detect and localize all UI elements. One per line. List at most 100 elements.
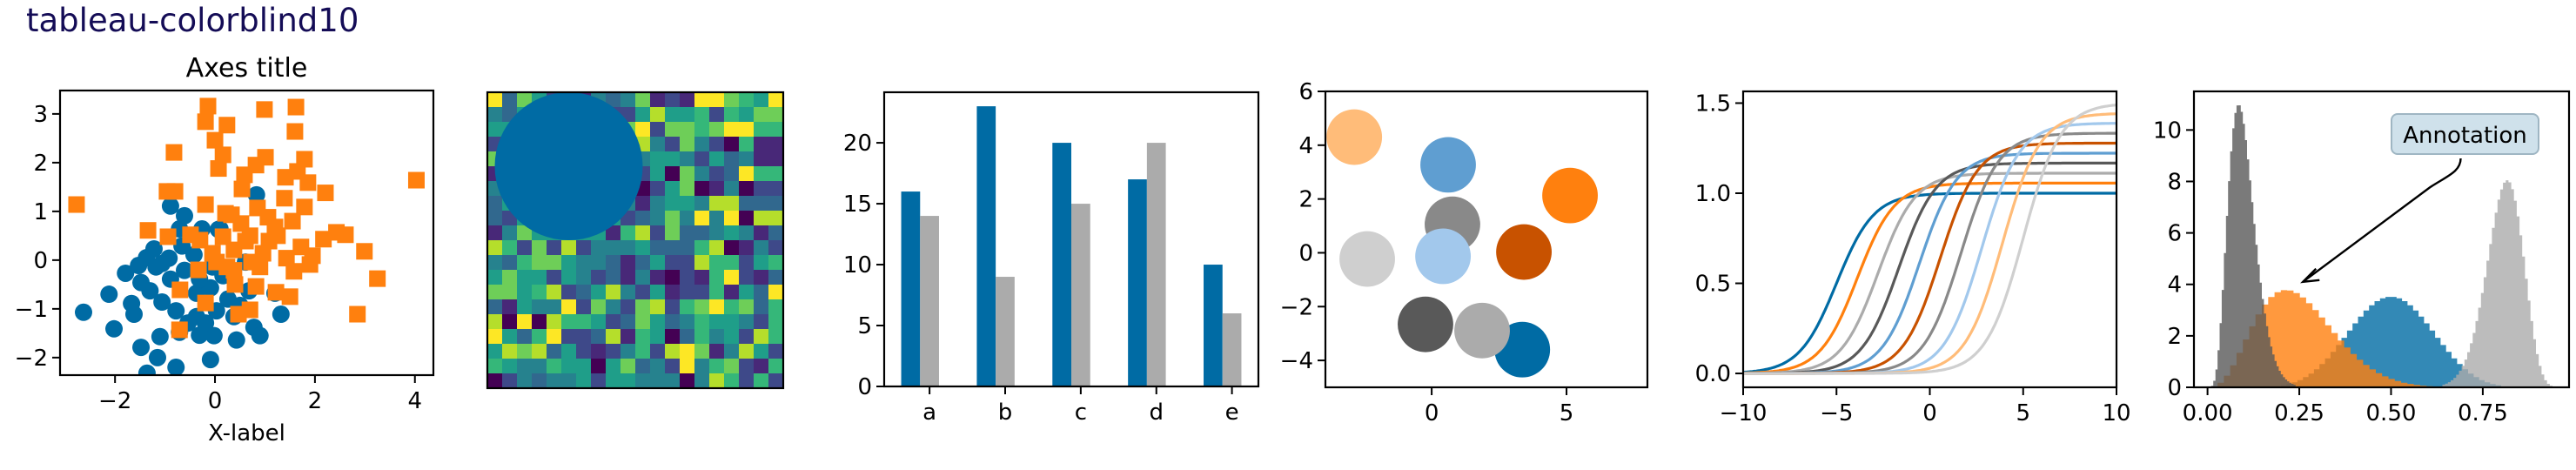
heatmap-cell — [547, 373, 562, 388]
heatmap-cell — [635, 240, 651, 256]
scatter-point-circle — [100, 285, 118, 304]
heatmap-cell — [502, 92, 518, 108]
heatmap-cell — [487, 270, 503, 285]
heatmap-cell — [621, 329, 636, 345]
heatmap-cell — [754, 107, 769, 123]
heatmap-cell — [754, 122, 769, 138]
y-tick-label: −2 — [15, 346, 48, 372]
heatmap-cell — [680, 225, 695, 241]
heatmap-cell — [561, 240, 577, 256]
x-tick-label: 0.00 — [2183, 400, 2233, 426]
heatmap-cell — [709, 166, 725, 182]
heatmap-cell — [650, 270, 666, 285]
heatmap-cell — [709, 270, 725, 285]
heatmap-cell — [739, 240, 755, 256]
heatmap-cell — [724, 211, 740, 226]
heatmap-cell — [650, 137, 666, 152]
heatmap-cell — [650, 107, 666, 123]
heatmap-cell — [665, 166, 681, 182]
heatmap-cell — [754, 270, 769, 285]
heatmap-cell — [606, 240, 621, 256]
heatmap-cell — [739, 255, 755, 271]
heatmap-cell — [650, 314, 666, 330]
heatmap-cell — [694, 92, 710, 108]
heatmap-cell — [739, 137, 755, 152]
heatmap-cell — [621, 344, 636, 359]
heatmap-cell — [739, 166, 755, 182]
heatmap-cell — [576, 255, 592, 271]
heatmap-cell — [650, 92, 666, 108]
x-tick-label: 0 — [1425, 400, 1439, 426]
scatter-point-circle — [184, 245, 203, 264]
axes-title: Axes title — [186, 53, 308, 84]
heatmap-cell — [517, 270, 533, 285]
heatmap-cell — [517, 344, 533, 359]
heatmap-cell — [606, 329, 621, 345]
heatmap-cell — [739, 92, 755, 108]
heatmap-cell — [532, 285, 547, 300]
sigmoid-lines-axes: −10 −5 0 5 10 0.0 0.5 1.0 1.5 — [1695, 90, 2131, 426]
scatter-point-circle — [151, 327, 169, 346]
bar — [1222, 313, 1242, 386]
heatmap-cell — [635, 344, 651, 359]
scatter-point-square — [407, 171, 425, 189]
heatmap-cell — [517, 225, 533, 241]
heatmap-cell — [517, 92, 533, 108]
heatmap-cell — [739, 344, 755, 359]
heatmap-cell — [487, 122, 503, 138]
axes-frame — [1324, 90, 1649, 389]
heatmap-cell — [517, 285, 533, 300]
heatmap-cell — [606, 373, 621, 388]
heatmap-cell — [561, 299, 577, 315]
y-tick-label: 0.0 — [1695, 361, 1731, 387]
heatmap-cell — [665, 107, 681, 123]
heatmap-cell — [487, 285, 503, 300]
bar — [901, 191, 921, 386]
x-tick-label: b — [998, 400, 1013, 426]
scatter-point-circle — [147, 258, 165, 276]
scatter-point-square — [284, 212, 301, 230]
y-tick-label: 10 — [843, 252, 872, 279]
heatmap-cell — [709, 211, 725, 226]
scatter-point-square — [285, 263, 303, 280]
heatmap-cell — [724, 285, 740, 300]
y-tick-label: 2 — [33, 151, 48, 177]
scatter-point-circle — [124, 306, 143, 324]
scatter-point-square — [214, 146, 231, 164]
heatmap-cell — [487, 329, 503, 345]
bar — [1071, 204, 1090, 386]
heatmap-cell — [754, 329, 769, 345]
heatmap-cell — [561, 285, 577, 300]
heatmap-cell — [724, 373, 740, 388]
heatmap-cell — [724, 166, 740, 182]
heatmap-cell — [754, 196, 769, 212]
heatmap-cell — [724, 255, 740, 271]
scatter-point-square — [369, 270, 386, 287]
heatmap-cell — [665, 373, 681, 388]
heatmap-cell — [680, 359, 695, 374]
heatmap-cell — [487, 211, 503, 226]
data-circle — [1542, 167, 1598, 224]
y-tick-label: −2 — [1280, 294, 1313, 320]
scatter-point-square — [225, 262, 243, 279]
scatter-point-circle — [138, 364, 156, 375]
scatter-point-square — [278, 250, 295, 267]
scatter-point-square — [287, 98, 305, 116]
heatmap-cell — [650, 122, 666, 138]
x-tick-label: 4 — [407, 388, 422, 414]
heatmap-cell — [650, 240, 666, 256]
heatmap-cell — [694, 359, 710, 374]
heatmap-cell — [576, 240, 592, 256]
heatmap-cell — [768, 122, 783, 138]
y-tick-label: 6 — [2167, 221, 2182, 247]
heatmap-cell — [680, 314, 695, 330]
heatmap-cell — [768, 299, 783, 315]
heatmap-cell — [694, 329, 710, 345]
heatmap-cell — [680, 285, 695, 300]
overlay-circle — [494, 92, 643, 240]
heatmap-cell — [547, 240, 562, 256]
heatmap-cell — [754, 151, 769, 167]
heatmap-cell — [680, 151, 695, 167]
heatmap-cell — [487, 314, 503, 330]
heatmap-cell — [665, 270, 681, 285]
